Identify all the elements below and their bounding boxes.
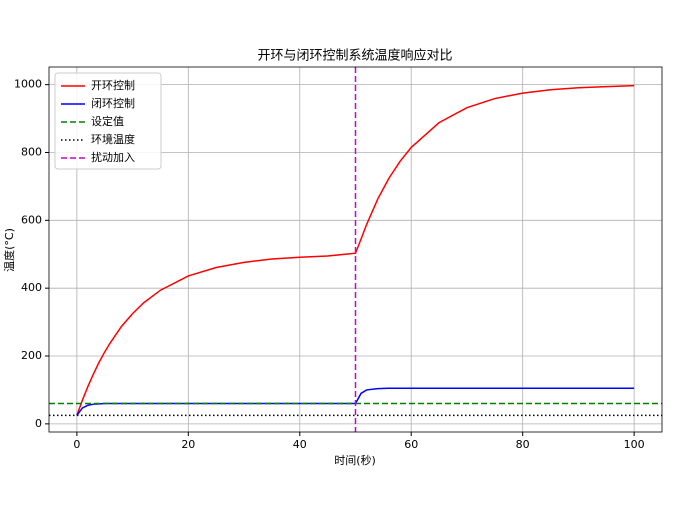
line-series [76,84,635,416]
x-tick-label: 80 [516,438,530,451]
plot-frame [48,66,663,433]
legend-label: 扰动加入 [91,150,135,164]
y-tick-label: 400 [21,281,42,294]
x-tick-label: 60 [404,438,418,451]
y-tick-label: 0 [35,417,42,430]
y-tick-label: 800 [21,145,42,158]
legend-label: 开环控制 [91,78,135,92]
y-tick-label: 600 [21,213,42,226]
y-axis-label: 温度(°C) [2,228,16,272]
x-tick-label: 40 [293,438,307,451]
legend-label: 闭环控制 [91,96,135,110]
x-axis-label: 时间(秒) [334,453,376,467]
x-tick-label: 100 [624,438,645,451]
legend-label: 环境温度 [91,132,135,146]
x-tick-label: 20 [181,438,195,451]
legend-label: 设定值 [91,114,124,128]
y-tick-label: 1000 [14,78,42,91]
x-tick-label: 0 [73,438,80,451]
y-tick-label: 200 [21,349,42,362]
chart-title: 开环与闭环控制系统温度响应对比 [257,48,452,64]
legend-box [54,72,162,170]
